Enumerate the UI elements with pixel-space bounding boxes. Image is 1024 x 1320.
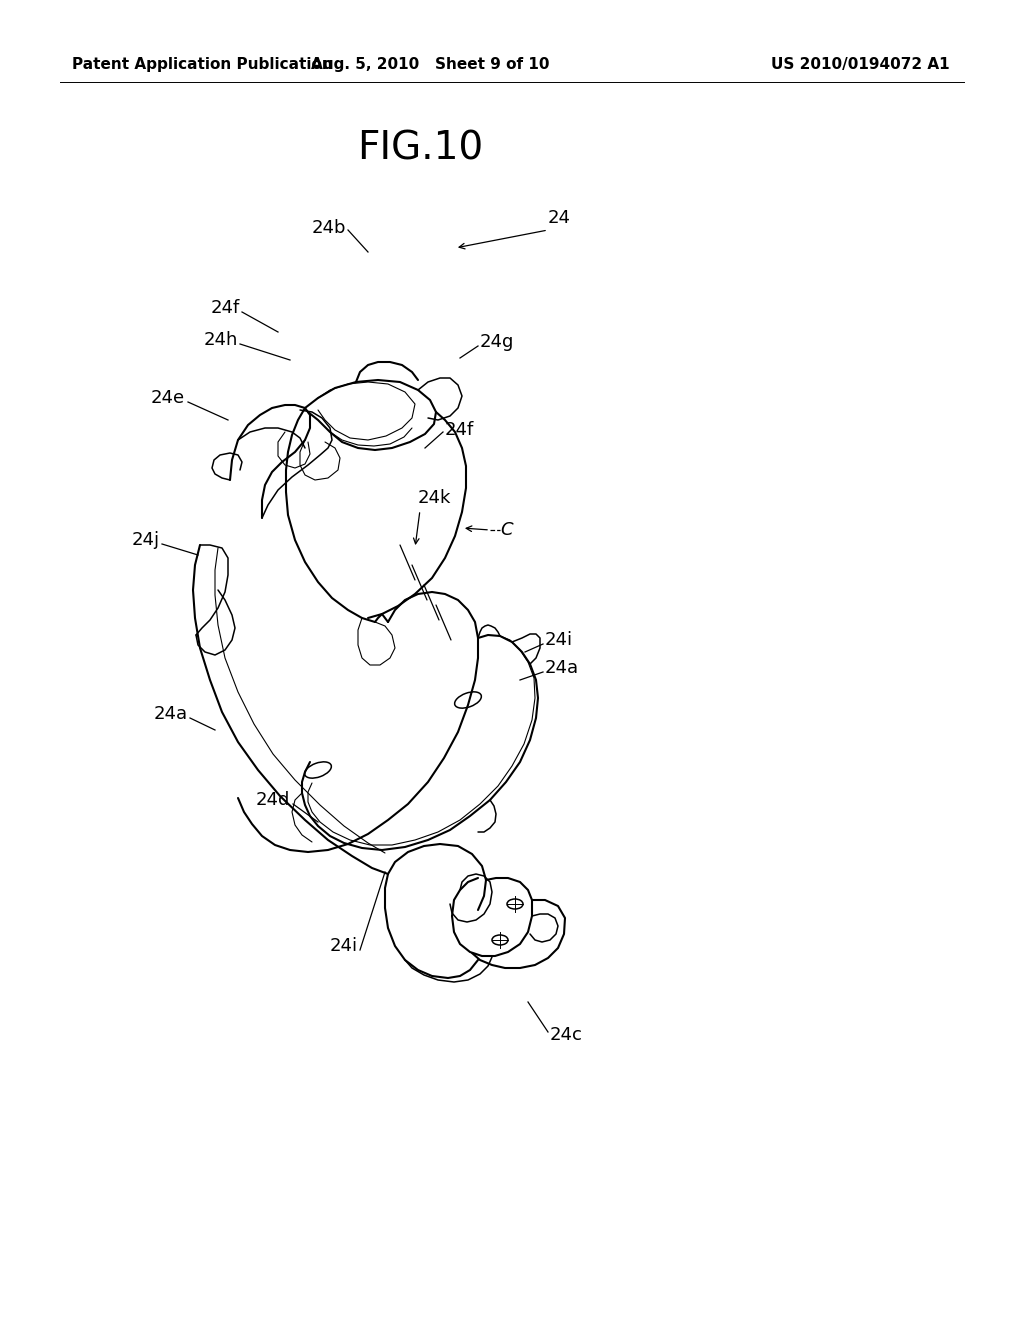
Text: FIG.10: FIG.10: [357, 129, 483, 168]
Text: 24h: 24h: [204, 331, 238, 348]
Text: 24k: 24k: [418, 488, 452, 507]
Text: 24d: 24d: [256, 791, 290, 809]
Text: 24b: 24b: [311, 219, 346, 238]
Text: 24f: 24f: [211, 300, 240, 317]
Text: Aug. 5, 2010   Sheet 9 of 10: Aug. 5, 2010 Sheet 9 of 10: [310, 58, 549, 73]
Text: 24: 24: [548, 209, 571, 227]
Text: US 2010/0194072 A1: US 2010/0194072 A1: [771, 58, 950, 73]
Text: 24a: 24a: [545, 659, 580, 677]
Text: 24j: 24j: [132, 531, 160, 549]
Text: C: C: [500, 521, 513, 539]
Text: Patent Application Publication: Patent Application Publication: [72, 58, 333, 73]
Text: 24e: 24e: [151, 389, 185, 407]
Text: 24f: 24f: [445, 421, 474, 440]
Text: 24c: 24c: [550, 1026, 583, 1044]
Text: 24i: 24i: [330, 937, 358, 954]
Text: 24a: 24a: [154, 705, 188, 723]
Text: 24g: 24g: [480, 333, 514, 351]
Text: 24i: 24i: [545, 631, 573, 649]
